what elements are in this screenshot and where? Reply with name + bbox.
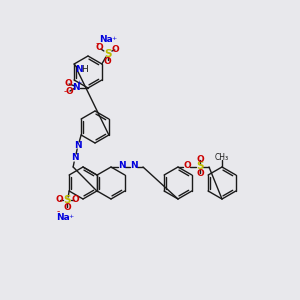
Text: +: + [76,80,82,86]
Text: N: N [74,142,82,151]
Text: O: O [196,154,204,164]
Text: O: O [55,196,63,205]
Text: S: S [104,49,112,59]
Text: O: O [65,88,73,97]
Text: Na: Na [99,34,113,43]
Text: Na: Na [56,212,70,221]
Text: O: O [112,46,120,55]
Text: -: - [96,38,100,48]
Text: N: N [75,65,83,74]
Text: N: N [72,82,80,91]
Text: O: O [71,196,79,205]
Text: N: N [118,161,126,170]
Text: H: H [81,65,88,74]
Text: S: S [63,195,71,205]
Text: -: - [63,88,67,97]
Text: O: O [183,161,191,170]
Text: O: O [196,169,204,178]
Text: N: N [130,161,138,170]
Text: O: O [96,44,104,52]
Text: O: O [64,79,72,88]
Text: +: + [68,214,74,220]
Text: O: O [104,56,112,65]
Text: S: S [196,161,204,171]
Text: O: O [63,203,71,212]
Text: N: N [71,154,79,163]
Text: -: - [56,208,60,217]
Text: +: + [111,35,116,40]
Text: CH₃: CH₃ [215,152,229,161]
